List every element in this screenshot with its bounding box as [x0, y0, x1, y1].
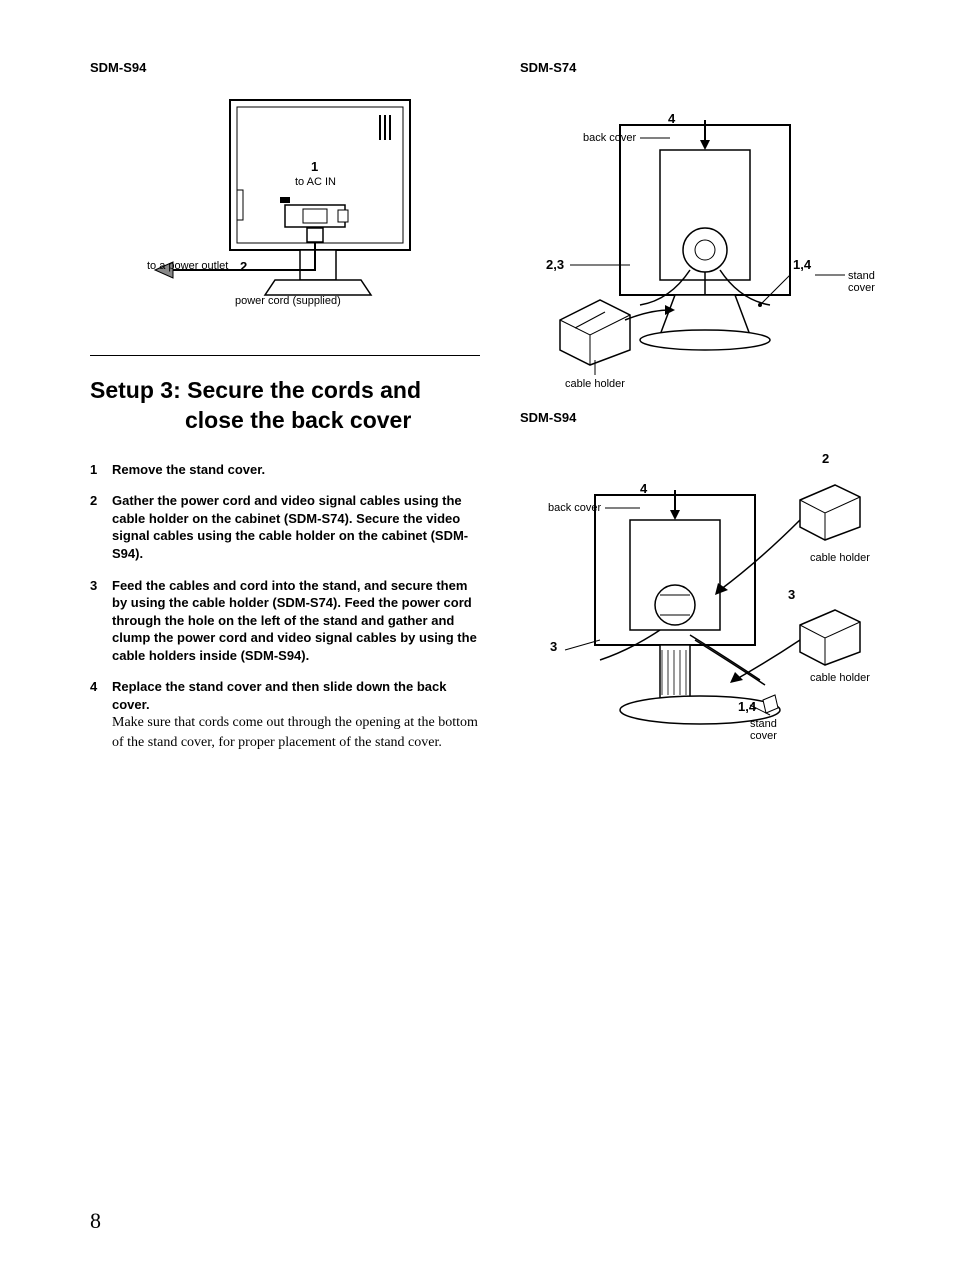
setup-title-line1: Setup 3: Secure the cords and [90, 377, 421, 403]
step-bold: Feed the cables and cord into the stand,… [112, 578, 477, 663]
steps-list: 1 Remove the stand cover. 2 Gather the p… [90, 461, 480, 753]
figure-s74: 4 back cover 2,3 1,4 standcover cable ho… [520, 90, 890, 400]
step-bold: Remove the stand cover. [112, 462, 265, 477]
step-bold: Replace the stand cover and then slide d… [112, 679, 446, 712]
callout-power-cord: power cord (supplied) [235, 295, 341, 307]
figure-s94-svg [520, 440, 890, 760]
figure-s94: 2 4 back cover cable holder 3 3 cable ho… [520, 440, 890, 760]
callout-s94-num2: 2 [822, 452, 829, 466]
callout-s74-back-cover: back cover [583, 132, 636, 144]
callout-s94-cable-holder-1: cable holder [810, 552, 870, 564]
callout-s94-stand-cover: standcover [750, 718, 777, 742]
callout-s94-back-cover: back cover [548, 502, 601, 514]
callout-s94-cable-holder-2: cable holder [810, 672, 870, 684]
divider [90, 355, 480, 356]
step-body: Feed the cables and cord into the stand,… [112, 577, 480, 665]
step-num: 2 [90, 492, 112, 562]
stand-cover-text: standcover [750, 718, 777, 742]
step-num: 4 [90, 678, 112, 753]
figure-power-cord: 1 to AC IN 2 to a power outlet power cor… [125, 90, 445, 340]
step-body: Remove the stand cover. [112, 461, 480, 479]
callout-s94-num14: 1,4 [738, 700, 756, 714]
step-num: 1 [90, 461, 112, 479]
page: SDM-S94 [0, 0, 954, 1274]
step-bold: Gather the power cord and video signal c… [112, 493, 468, 561]
step-num: 3 [90, 577, 112, 665]
callout-s94-num3b: 3 [550, 640, 557, 654]
setup-title: Setup 3: Secure the cords and close the … [90, 376, 480, 436]
step-body: Gather the power cord and video signal c… [112, 492, 480, 562]
callout-num-1: 1 [311, 160, 318, 174]
callout-to-ac-in: to AC IN [295, 176, 336, 188]
step-4: 4 Replace the stand cover and then slide… [90, 678, 480, 753]
model-label-s74: SDM-S74 [520, 60, 894, 75]
step-2: 2 Gather the power cord and video signal… [90, 492, 480, 562]
model-label-s94-top: SDM-S94 [90, 60, 480, 75]
step-3: 3 Feed the cables and cord into the stan… [90, 577, 480, 665]
callout-s94-num4: 4 [640, 482, 647, 496]
step-body: Replace the stand cover and then slide d… [112, 678, 480, 753]
callout-s74-num23: 2,3 [546, 258, 564, 272]
model-label-s94-right: SDM-S94 [520, 410, 894, 425]
setup-title-line2: close the back cover [90, 407, 411, 433]
callout-s74-stand-cover: standcover [848, 270, 875, 294]
callout-s94-num3a: 3 [788, 588, 795, 602]
callout-s74-num4: 4 [668, 112, 675, 126]
callout-s74-cable-holder: cable holder [565, 378, 625, 390]
callout-to-outlet: to a power outlet [147, 260, 228, 272]
step-1: 1 Remove the stand cover. [90, 461, 480, 479]
columns: SDM-S94 [90, 60, 894, 767]
left-column: SDM-S94 [90, 60, 480, 767]
step-note: Make sure that cords come out through th… [112, 715, 478, 750]
callout-num-2: 2 [240, 260, 247, 274]
callout-s74-num14: 1,4 [793, 258, 811, 272]
figure-s74-svg [520, 90, 890, 400]
page-number: 8 [90, 1208, 101, 1234]
stand-cover-text: standcover [848, 270, 875, 294]
right-column: SDM-S74 [520, 60, 894, 767]
